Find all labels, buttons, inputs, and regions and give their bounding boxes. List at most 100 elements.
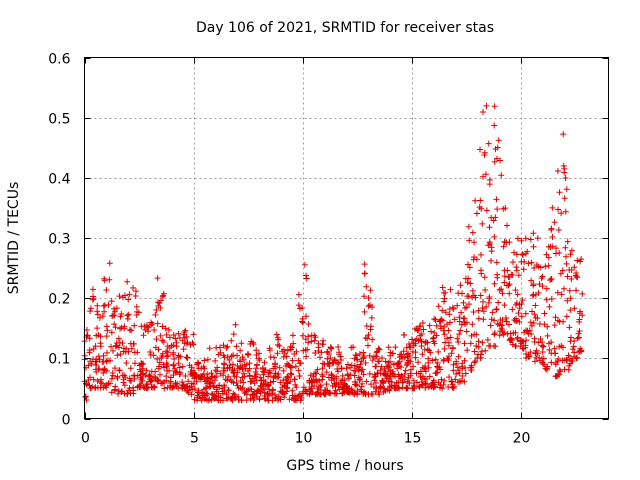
data-point (114, 352, 121, 359)
data-point (509, 306, 516, 313)
data-point (447, 334, 454, 341)
data-point (361, 293, 368, 300)
data-point (536, 355, 543, 362)
data-point (466, 237, 473, 244)
data-point (299, 319, 306, 326)
data-point (373, 349, 380, 356)
data-point (257, 374, 264, 381)
data-point (578, 256, 585, 263)
data-point (126, 291, 133, 298)
data-point (170, 331, 177, 338)
data-point (240, 370, 247, 377)
data-point (388, 379, 395, 386)
data-point (464, 279, 471, 286)
data-point (481, 274, 488, 281)
data-point (286, 362, 293, 369)
data-point (257, 382, 264, 389)
data-point (93, 362, 100, 369)
data-point (449, 378, 456, 385)
data-point (493, 155, 500, 162)
data-point (154, 275, 161, 282)
data-point (574, 335, 581, 342)
data-point (514, 335, 521, 342)
data-point (479, 220, 486, 227)
y-tick-label: 0.1 (48, 352, 70, 368)
data-point (415, 359, 422, 366)
data-point (170, 371, 177, 378)
data-point (130, 340, 137, 347)
data-point (108, 329, 115, 336)
data-point (287, 364, 294, 371)
data-point (120, 345, 127, 352)
data-point (256, 395, 263, 402)
data-point (171, 356, 178, 363)
data-point (475, 344, 482, 351)
data-point (270, 365, 277, 372)
data-point (152, 344, 159, 351)
data-point (520, 266, 527, 273)
data-point (483, 303, 490, 310)
data-point (100, 370, 107, 377)
data-point (552, 314, 559, 321)
data-point (159, 350, 166, 357)
data-point (455, 338, 462, 345)
data-point (246, 360, 253, 367)
data-point (166, 367, 173, 374)
data-point (454, 302, 461, 309)
data-point (204, 356, 211, 363)
data-point (499, 316, 506, 323)
data-point (513, 267, 520, 274)
data-point (153, 306, 160, 313)
data-point (477, 292, 484, 299)
data-point (125, 348, 132, 355)
data-point (319, 373, 326, 380)
data-point (486, 181, 493, 188)
data-point (283, 353, 290, 360)
data-point (186, 362, 193, 369)
data-point (498, 322, 505, 329)
data-point (530, 230, 537, 237)
data-point (401, 371, 408, 378)
data-point (148, 377, 155, 384)
data-point (462, 364, 469, 371)
data-point (401, 354, 408, 361)
data-point (482, 171, 489, 178)
data-point (206, 345, 213, 352)
data-point (447, 286, 454, 293)
data-point (559, 267, 566, 274)
data-point (563, 313, 570, 320)
data-point (491, 103, 498, 110)
data-point (287, 370, 294, 377)
data-point (541, 310, 548, 317)
data-point (531, 311, 538, 318)
data-point (243, 391, 250, 398)
x-axis-label: GPS time / hours (286, 458, 403, 474)
data-point (204, 375, 211, 382)
data-point (353, 390, 360, 397)
data-point (461, 357, 468, 364)
data-point (130, 284, 137, 291)
data-point (492, 214, 499, 221)
data-point (226, 364, 233, 371)
data-point (406, 352, 413, 359)
data-point (210, 383, 217, 390)
data-point (545, 254, 552, 261)
data-point (541, 361, 548, 368)
data-point (500, 243, 507, 250)
data-point (392, 382, 399, 389)
data-point (506, 239, 513, 246)
data-point (410, 377, 417, 384)
data-point (138, 371, 145, 378)
data-point (562, 175, 569, 182)
data-point (308, 338, 315, 345)
data-point (557, 368, 564, 375)
data-point (348, 344, 355, 351)
data-point (185, 378, 192, 385)
data-point (438, 316, 445, 323)
data-point (368, 314, 375, 321)
data-point (280, 367, 287, 374)
data-point (209, 380, 216, 387)
data-point (449, 304, 456, 311)
data-point (207, 379, 214, 386)
data-point (468, 367, 475, 374)
